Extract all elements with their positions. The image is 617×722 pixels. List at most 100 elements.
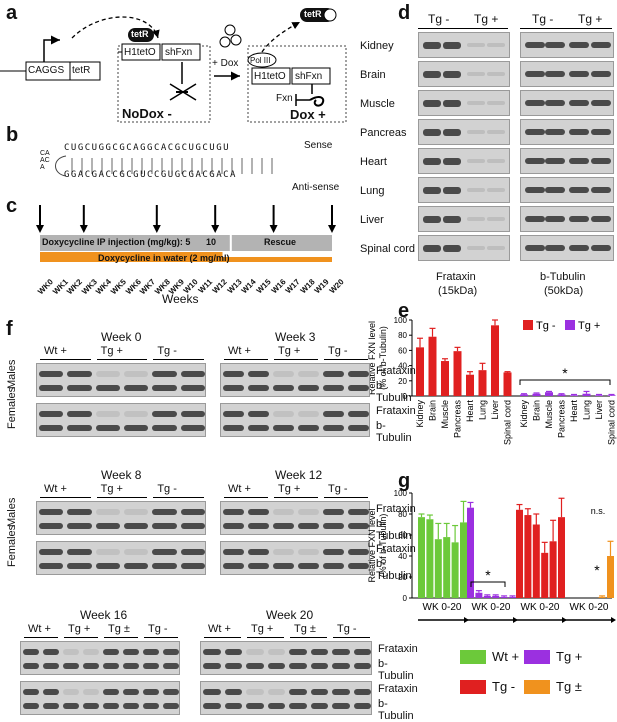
ip-bar [40, 235, 230, 251]
chart-e: 0 20 40 60 80 100 Relative FXN level(% of b-Tu… [367, 316, 617, 445]
y-tick-label: 60 [398, 346, 407, 355]
frataxin-band [224, 649, 242, 655]
group-bracket [324, 359, 368, 360]
frataxin-label: Frataxin [376, 365, 416, 377]
bar [570, 395, 578, 396]
group-label: Tg + [100, 483, 123, 495]
frataxin-band [223, 549, 244, 555]
tubulin-blot [520, 61, 614, 87]
frataxin-band [298, 371, 319, 377]
tubulin-band [591, 100, 611, 106]
tubulin-label: b-Tubulin [376, 420, 412, 444]
females-label: Females [6, 386, 18, 429]
group-bracket [247, 637, 284, 638]
frataxin-band [248, 549, 269, 555]
panel-label-b: b [6, 124, 19, 146]
significance-bracket [519, 379, 611, 385]
bar [453, 351, 462, 396]
bar [451, 542, 459, 598]
tubulin-band [545, 245, 565, 251]
frataxin-band [103, 689, 119, 695]
panel-label-e: e [398, 300, 410, 322]
bar [475, 592, 483, 598]
tubulin-band [298, 385, 319, 391]
tubulin-band [67, 523, 92, 529]
males-label: Males [6, 359, 18, 389]
tubulin-band [545, 71, 565, 77]
tissue-label: Heart [360, 156, 387, 168]
bar [509, 596, 516, 598]
male-blot [36, 363, 206, 397]
bar [532, 524, 540, 598]
y-axis-title-line1: Relative FXN level [367, 508, 377, 582]
tissue-western-blots: Kidney Brain Muscle Pancreas Heart Lung Liver S… [360, 32, 617, 272]
tubulin-band [67, 425, 92, 431]
tubulin-band [569, 245, 589, 251]
tubulin-band [95, 385, 120, 391]
y-tick-label: 40 [398, 362, 407, 371]
frataxin-band-faint [487, 188, 505, 192]
tissue-label: Spinal cord [360, 243, 416, 255]
tubulin-band [224, 663, 242, 669]
bar [478, 370, 487, 396]
chart-g: 0 20 40 60 80 100 Relative FXN level(% of b-Tu… [367, 489, 616, 623]
tubulin-band [273, 425, 294, 431]
tubulin-band [525, 245, 545, 251]
tubulin-label: b-Tubulin [378, 658, 414, 682]
week-title: Week 12 [275, 468, 323, 482]
tubulin-band [273, 385, 294, 391]
bar [434, 539, 442, 598]
male-blot [220, 501, 370, 535]
d-protein1: Frataxin [436, 271, 476, 283]
frataxin-band-faint [467, 217, 485, 221]
bar [607, 556, 614, 598]
male-blot [220, 363, 370, 397]
frataxin-band [443, 158, 461, 165]
frataxin-band [163, 649, 179, 655]
group-bracket [153, 497, 204, 498]
frataxin-band [353, 649, 371, 655]
frataxin-band [152, 549, 177, 555]
y-tick-label: 0 [403, 392, 408, 401]
tubulin-band [124, 385, 149, 391]
frataxin-band [289, 649, 307, 655]
frataxin-band [223, 371, 244, 377]
males-label: Males [0, 637, 2, 667]
tubulin-band [545, 42, 565, 48]
group-bracket [224, 359, 268, 360]
female-blot [200, 681, 372, 715]
injection-arrowhead [79, 225, 88, 233]
bar [428, 336, 437, 396]
frataxin-band [323, 411, 344, 417]
water-dox-label: Doxycycline in water (2 mg/ml) [98, 253, 230, 263]
frataxin-band [39, 371, 64, 377]
tubulin-band [163, 663, 179, 669]
category-label: Spinal cord [503, 400, 513, 445]
week-label: W11 [196, 277, 214, 296]
frataxin-band [348, 509, 369, 515]
frataxin-band [246, 689, 264, 695]
tubulin-band [95, 563, 120, 569]
week-title: Week 16 [80, 608, 128, 622]
frataxin-band [423, 216, 441, 223]
legend-label: Tg ± [556, 679, 582, 694]
promoter-label: CAGGS [28, 65, 65, 76]
tubulin-blot [520, 148, 614, 174]
bar [416, 347, 424, 396]
d-protein2: b-Tubulin [540, 271, 586, 283]
frataxin-blot [418, 177, 510, 203]
tubulin-label: b-Tubulin [376, 558, 412, 582]
hairpin-label-nodox: shFxn [165, 47, 193, 58]
tubulin-band [63, 703, 79, 709]
tubulin-band [545, 216, 565, 222]
tubulin-band [180, 425, 205, 431]
tissue-label: Brain [360, 69, 386, 81]
females-label: Females [6, 524, 18, 567]
tubulin-band [525, 100, 545, 106]
group-bracket [40, 497, 91, 498]
males-label: Males [6, 497, 18, 527]
category-label: Lung [582, 400, 592, 420]
frataxin-band [39, 549, 64, 555]
frataxin-band [310, 689, 328, 695]
group-label: Wt + [228, 483, 251, 495]
